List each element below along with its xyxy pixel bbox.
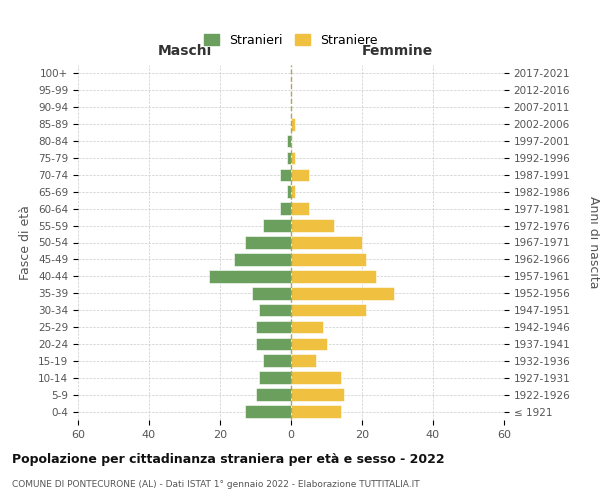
Bar — [291, 220, 334, 232]
Bar — [291, 354, 316, 367]
Bar — [209, 270, 291, 282]
Bar — [263, 354, 291, 367]
Bar — [259, 304, 291, 316]
Text: COMUNE DI PONTECURONE (AL) - Dati ISTAT 1° gennaio 2022 - Elaborazione TUTTITALI: COMUNE DI PONTECURONE (AL) - Dati ISTAT … — [12, 480, 419, 489]
Bar — [245, 405, 291, 418]
Bar — [291, 168, 309, 181]
Bar — [291, 236, 362, 249]
Bar — [291, 388, 344, 401]
Bar — [287, 186, 291, 198]
Bar — [291, 304, 365, 316]
Bar — [291, 253, 365, 266]
Bar — [245, 236, 291, 249]
Bar — [291, 152, 295, 164]
Bar — [291, 118, 295, 130]
Legend: Stranieri, Straniere: Stranieri, Straniere — [199, 28, 383, 52]
Y-axis label: Fasce di età: Fasce di età — [19, 205, 32, 280]
Bar — [280, 168, 291, 181]
Bar — [234, 253, 291, 266]
Bar — [263, 220, 291, 232]
Bar — [291, 287, 394, 300]
Bar — [280, 202, 291, 215]
Bar — [291, 270, 376, 282]
Bar — [291, 372, 341, 384]
Bar — [291, 202, 309, 215]
Bar — [256, 338, 291, 350]
Text: Maschi: Maschi — [157, 44, 212, 58]
Bar — [291, 186, 295, 198]
Text: Femmine: Femmine — [362, 44, 433, 58]
Bar — [291, 405, 341, 418]
Bar — [256, 320, 291, 334]
Bar — [259, 372, 291, 384]
Bar — [256, 388, 291, 401]
Bar — [252, 287, 291, 300]
Y-axis label: Anni di nascita: Anni di nascita — [587, 196, 600, 289]
Text: Popolazione per cittadinanza straniera per età e sesso - 2022: Popolazione per cittadinanza straniera p… — [12, 452, 445, 466]
Bar — [291, 338, 326, 350]
Bar — [287, 134, 291, 147]
Bar — [287, 152, 291, 164]
Bar — [291, 320, 323, 334]
